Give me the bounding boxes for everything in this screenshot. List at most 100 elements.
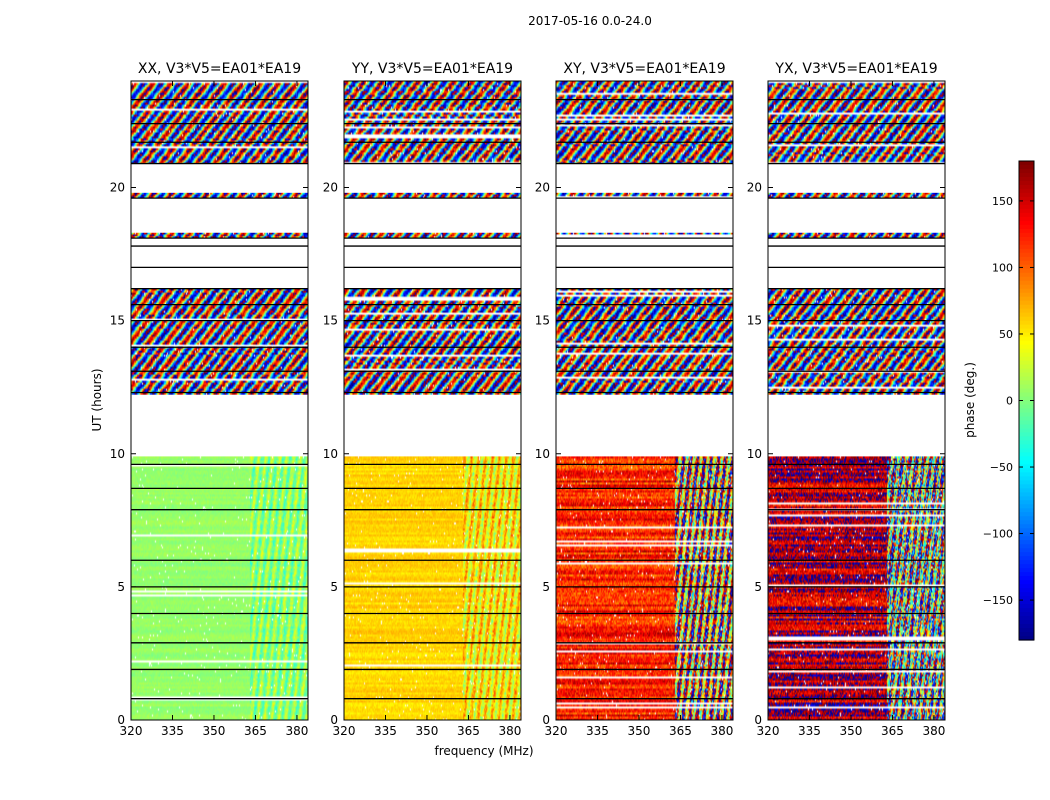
colorbar-tick-label: 50 <box>999 328 1013 341</box>
figure-suptitle: 2017-05-16 0.0-24.0 <box>528 14 652 28</box>
colorbar-segment <box>1019 376 1034 382</box>
colorbar-segment <box>1019 356 1034 362</box>
colorbar-tick-label: 150 <box>992 195 1013 208</box>
colorbar-segment <box>1019 540 1034 545</box>
colorbar-segment <box>1019 512 1034 517</box>
colorbar-segment <box>1019 296 1034 302</box>
data-band <box>768 456 945 721</box>
colorbar-segment <box>1019 508 1034 513</box>
y-tick-label: 5 <box>542 580 550 594</box>
y-tick-label: 10 <box>747 447 762 461</box>
colorbar-segment <box>1019 248 1034 254</box>
colorbar-segment <box>1019 444 1034 449</box>
colorbar-segment <box>1019 316 1034 322</box>
x-tick-label: 380 <box>285 724 308 738</box>
y-tick-label: 10 <box>323 447 338 461</box>
panel-frame <box>767 80 946 721</box>
colorbar-segment <box>1019 460 1034 465</box>
colorbar-segment <box>1019 436 1034 442</box>
colorbar-segment <box>1019 612 1034 617</box>
colorbar-segment <box>1019 564 1034 569</box>
colorbar-tick-label: −150 <box>983 594 1013 607</box>
panel-3: YX, V3*V5=EA01*EA19 320 335 350 365 380 0 5 10 15… <box>747 61 946 738</box>
colorbar-tick-label: 0 <box>1006 395 1013 408</box>
colorbar-segment <box>1019 408 1034 414</box>
colorbar-segment <box>1019 328 1034 334</box>
colorbar-segment <box>1019 392 1034 398</box>
colorbar-segment <box>1019 428 1034 434</box>
colorbar-segment <box>1019 280 1034 286</box>
data-band <box>768 192 945 198</box>
colorbar-segment <box>1019 420 1034 426</box>
x-tick-label: 365 <box>244 724 267 738</box>
colorbar-segment <box>1019 432 1034 438</box>
panel-title: YX, V3*V5=EA01*EA19 <box>774 61 937 77</box>
y-tick-label: 20 <box>535 181 550 195</box>
colorbar-segment <box>1019 364 1034 370</box>
y-tick-label: 5 <box>330 580 338 594</box>
colorbar-segment <box>1019 616 1034 621</box>
colorbar-segment <box>1019 572 1034 577</box>
colorbar-segment <box>1019 200 1034 206</box>
colorbar-segment <box>1019 176 1034 182</box>
colorbar-segment <box>1019 556 1034 561</box>
colorbar-segment <box>1019 544 1034 549</box>
colorbar-segment <box>1019 504 1034 509</box>
colorbar-segment <box>1019 276 1034 282</box>
y-tick-label: 20 <box>110 181 125 195</box>
y-tick-label: 20 <box>747 181 762 195</box>
x-tick-label: 365 <box>669 724 692 738</box>
colorbar-segment <box>1019 440 1034 446</box>
panel-frame <box>555 80 734 721</box>
y-tick-label: 15 <box>535 314 550 328</box>
colorbar-segment <box>1019 372 1034 378</box>
panel-title: XY, V3*V5=EA01*EA19 <box>563 61 725 77</box>
colorbar-segment <box>1019 224 1034 230</box>
y-tick-label: 0 <box>117 713 125 727</box>
x-tick-label: 350 <box>203 724 226 738</box>
y-tick-label: 20 <box>323 181 338 195</box>
x-tick-label: 380 <box>498 724 521 738</box>
colorbar-segment <box>1019 324 1034 330</box>
panel-0: XX, V3*V5=EA01*EA19 320 335 350 365 380 0 5 10 15… <box>110 61 309 738</box>
data-band <box>344 81 521 164</box>
data-band <box>131 288 308 395</box>
x-tick-label: 335 <box>798 724 821 738</box>
data-band <box>768 288 945 395</box>
colorbar-segment <box>1019 620 1034 625</box>
colorbar-segment <box>1019 164 1034 170</box>
colorbar-segment <box>1019 424 1034 430</box>
colorbar-segment <box>1019 336 1034 342</box>
x-tick-label: 350 <box>628 724 651 738</box>
colorbar-segment <box>1019 332 1034 338</box>
panel-title: YY, V3*V5=EA01*EA19 <box>351 61 513 77</box>
colorbar-segment <box>1019 300 1034 306</box>
colorbar-segment <box>1019 172 1034 178</box>
colorbar-segment <box>1019 452 1034 457</box>
colorbar-segment <box>1019 368 1034 374</box>
colorbar-segment <box>1019 588 1034 593</box>
colorbar-segment <box>1019 288 1034 294</box>
y-tick-label: 5 <box>117 580 125 594</box>
colorbar-segment <box>1019 204 1034 210</box>
colorbar-segment <box>1019 344 1034 350</box>
colorbar-segment <box>1019 161 1034 166</box>
data-band <box>344 288 521 395</box>
x-tick-label: 320 <box>333 724 356 738</box>
colorbar-segment <box>1019 192 1034 198</box>
colorbar-segment <box>1019 496 1034 501</box>
colorbar-segment <box>1019 580 1034 585</box>
colorbar-segment <box>1019 480 1034 485</box>
x-tick-label: 350 <box>416 724 439 738</box>
colorbar-segment <box>1019 304 1034 310</box>
colorbar-segment <box>1019 184 1034 190</box>
colorbar-segment <box>1019 320 1034 326</box>
colorbar-segment <box>1019 484 1034 489</box>
data-band <box>556 81 733 164</box>
y-tick-label: 5 <box>754 580 762 594</box>
colorbar-segment <box>1019 384 1034 390</box>
colorbar-segment <box>1019 488 1034 493</box>
colorbar-segment <box>1019 524 1034 529</box>
colorbar-segment <box>1019 252 1034 258</box>
